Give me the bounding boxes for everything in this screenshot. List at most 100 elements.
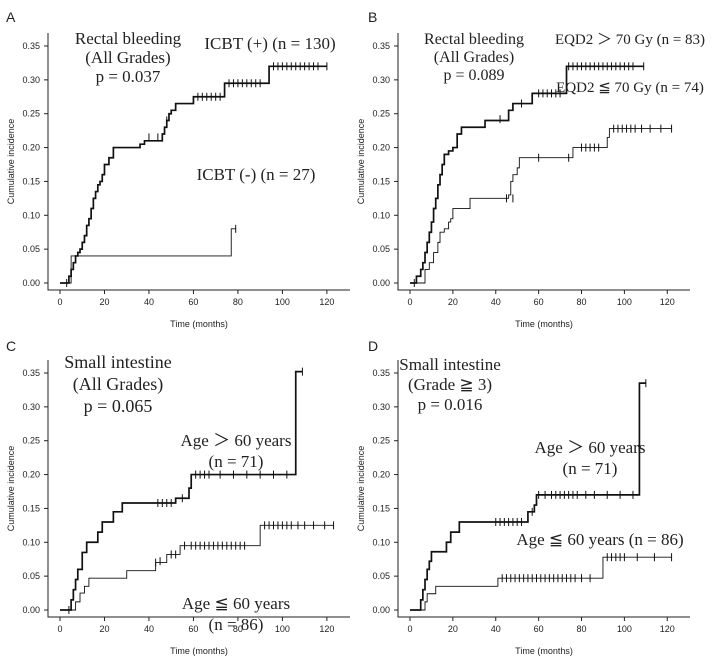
panel-b: B 0.00 0.05 0.10 0.15 0.20 0.25 0.30 0.35 0 20 40 60…: [356, 9, 705, 329]
x-tick-label: 20: [448, 624, 458, 634]
series-label: Age ≦ 60 years (n = 86): [516, 530, 683, 549]
x-tick-label: 100: [617, 624, 632, 634]
x-tick-label: 0: [57, 624, 62, 634]
y-tick-label: 0.05: [22, 244, 40, 254]
series-line: [60, 524, 334, 611]
x-axis-label: Time (months): [170, 319, 228, 329]
panel-annotation: p = 0.016: [418, 395, 483, 414]
panel-annotation: Small intestine: [399, 355, 501, 374]
x-tick-label: 0: [57, 297, 62, 307]
y-tick-label: 0.30: [372, 402, 390, 412]
panel-annotation: (All Grades): [85, 48, 170, 67]
x-tick-label: 60: [534, 624, 544, 634]
y-tick-label: 0.15: [372, 176, 390, 186]
x-tick-label: 100: [275, 297, 290, 307]
y-tick-label: 0.00: [372, 605, 390, 615]
y-axis-label: Cumulative incidence: [356, 446, 366, 532]
y-tick-label: 0.35: [372, 41, 390, 51]
x-tick-label: 60: [188, 624, 198, 634]
axis-frame: [397, 33, 690, 291]
series-line: [410, 65, 644, 284]
series-line: [60, 65, 327, 284]
y-axis-label: Cumulative incidence: [6, 119, 16, 205]
x-axis-label: Time (months): [515, 646, 573, 656]
panel-a: A 0.00 0.05 0.10 0.15 0.20 0.25 0.30 0.35 0 20 40 60…: [6, 9, 350, 329]
x-tick-label: 40: [144, 624, 154, 634]
panel-annotation: (All Grades): [434, 49, 514, 66]
panel-annotation: Rectal bleeding: [424, 31, 524, 48]
y-tick-label: 0.05: [22, 571, 40, 581]
y-tick-label: 0.20: [22, 470, 40, 480]
panel-letter: D: [368, 338, 378, 354]
y-tick-label: 0.00: [22, 278, 40, 288]
panel-c: C 0.00 0.05 0.10 0.15 0.20 0.25 0.30 0.35 0 20 40 60…: [6, 338, 350, 656]
y-tick-label: 0.00: [22, 605, 40, 615]
x-axis-label: Time (months): [515, 319, 573, 329]
panel-letter: B: [368, 9, 377, 25]
x-tick-label: 40: [491, 624, 501, 634]
panel-annotation: p = 0.037: [96, 67, 161, 86]
y-tick-label: 0.10: [372, 537, 390, 547]
y-tick-label: 0.25: [372, 436, 390, 446]
panel-annotation: p = 0.065: [84, 396, 153, 416]
axis-frame: [397, 360, 690, 618]
x-tick-label: 60: [534, 297, 544, 307]
x-tick-label: 80: [577, 297, 587, 307]
x-tick-label: 120: [660, 624, 675, 634]
y-tick-label: 0.15: [22, 503, 40, 513]
y-tick-label: 0.25: [372, 109, 390, 119]
axis-frame: [47, 360, 350, 618]
panel-d: D 0.00 0.05 0.10 0.15 0.20 0.25 0.30 0.35 0 20 40 60…: [356, 338, 690, 656]
x-tick-label: 20: [99, 624, 109, 634]
x-tick-label: 60: [188, 297, 198, 307]
y-tick-label: 0.35: [22, 368, 40, 378]
x-tick-label: 0: [407, 297, 412, 307]
x-tick-label: 100: [617, 297, 632, 307]
y-tick-label: 0.05: [372, 571, 390, 581]
y-tick-label: 0.35: [372, 368, 390, 378]
y-axis-label: Cumulative incidence: [6, 446, 16, 532]
y-tick-label: 0.20: [372, 143, 390, 153]
series-line: [410, 382, 646, 611]
x-tick-label: 0: [407, 624, 412, 634]
panel-annotation: Rectal bleeding: [75, 29, 182, 48]
panel-letter: C: [6, 338, 16, 354]
axis-frame: [47, 33, 350, 291]
x-tick-label: 40: [491, 297, 501, 307]
x-tick-label: 80: [577, 624, 587, 634]
x-tick-label: 80: [233, 624, 243, 634]
y-tick-label: 0.15: [372, 503, 390, 513]
y-tick-label: 0.30: [22, 75, 40, 85]
x-tick-label: 100: [275, 624, 290, 634]
y-tick-label: 0.00: [372, 278, 390, 288]
series-label: EQD2 ＞ 70 Gy (n = 83): [555, 32, 705, 48]
y-tick-label: 0.30: [372, 75, 390, 85]
series-label: Age ≦ 60 years (n = 86): [182, 594, 290, 634]
series-label: EQD2 ≦ 70 Gy (n = 74): [556, 80, 704, 96]
series-label: ICBT (-) (n = 27): [197, 165, 316, 184]
y-tick-label: 0.10: [372, 210, 390, 220]
y-tick-label: 0.20: [372, 470, 390, 480]
x-axis-label: Time (months): [170, 646, 228, 656]
y-tick-label: 0.30: [22, 402, 40, 412]
y-axis-label: Cumulative incidence: [356, 119, 366, 205]
series-label: Age ＞ 60 years (n = 71): [535, 438, 646, 478]
panel-letter: A: [6, 9, 16, 25]
x-tick-label: 40: [144, 297, 154, 307]
series-line: [410, 556, 672, 611]
x-tick-label: 120: [319, 297, 334, 307]
y-tick-label: 0.10: [22, 537, 40, 547]
y-tick-label: 0.05: [372, 244, 390, 254]
series-line: [410, 128, 672, 284]
series-line: [60, 370, 303, 611]
y-tick-label: 0.35: [22, 41, 40, 51]
x-tick-label: 120: [319, 624, 334, 634]
series-label: Age ＞ 60 years (n = 71): [181, 431, 292, 471]
panel-annotation: p = 0.089: [443, 67, 504, 84]
x-tick-label: 20: [448, 297, 458, 307]
panel-annotation: Small intestine: [64, 352, 172, 372]
x-tick-label: 120: [660, 297, 675, 307]
x-tick-label: 20: [99, 297, 109, 307]
series-label: ICBT (+) (n = 130): [204, 34, 335, 53]
